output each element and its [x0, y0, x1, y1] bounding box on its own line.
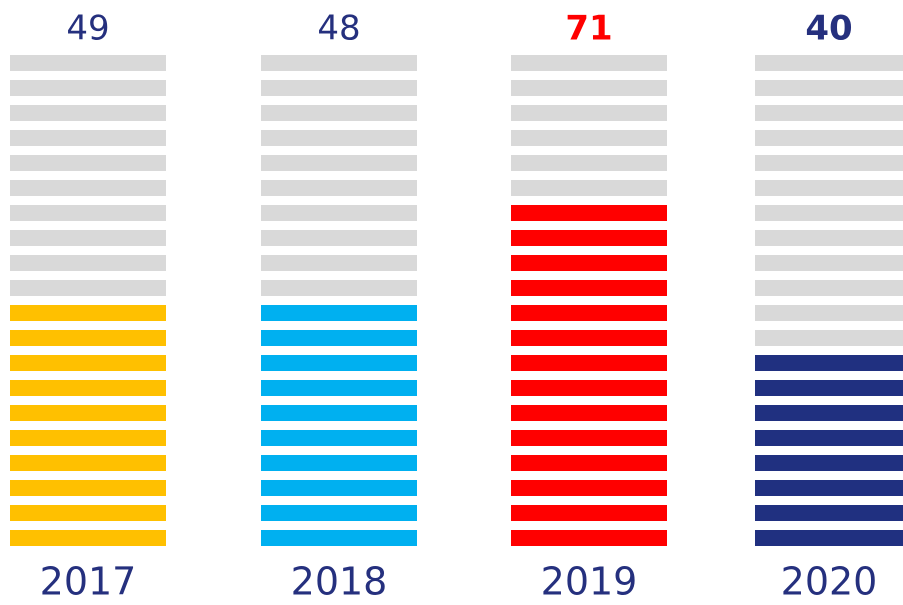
filled-slice: [261, 505, 417, 521]
empty-slice: [511, 80, 667, 96]
empty-slice: [511, 55, 667, 71]
empty-slice: [511, 130, 667, 146]
empty-slice: [10, 80, 166, 96]
empty-slice: [755, 130, 903, 146]
filled-slice: [511, 405, 667, 421]
empty-slice: [755, 55, 903, 71]
category-label: 2020: [781, 560, 878, 604]
value-label: 71: [565, 9, 612, 49]
empty-slice: [755, 205, 903, 221]
filled-slice: [10, 355, 166, 371]
empty-slice: [261, 55, 417, 71]
filled-slice: [755, 480, 903, 496]
filled-slice: [261, 430, 417, 446]
empty-slice: [755, 180, 903, 196]
filled-slice: [10, 380, 166, 396]
filled-slice: [511, 430, 667, 446]
filled-slice: [261, 330, 417, 346]
empty-slice: [261, 280, 417, 296]
filled-slice: [755, 380, 903, 396]
empty-slice: [511, 105, 667, 121]
filled-slice: [261, 305, 417, 321]
filled-slice: [755, 430, 903, 446]
empty-slice: [10, 55, 166, 71]
filled-slice: [261, 455, 417, 471]
filled-slice: [511, 480, 667, 496]
empty-slice: [261, 255, 417, 271]
empty-slice: [261, 230, 417, 246]
filled-slice: [10, 330, 166, 346]
value-label: 48: [317, 9, 360, 49]
filled-slice: [511, 355, 667, 371]
filled-slice: [261, 355, 417, 371]
empty-slice: [10, 180, 166, 196]
filled-slice: [261, 380, 417, 396]
filled-slice: [755, 355, 903, 371]
filled-slice: [10, 530, 166, 546]
empty-slice: [755, 280, 903, 296]
filled-slice: [10, 505, 166, 521]
filled-slice: [10, 405, 166, 421]
empty-slice: [10, 255, 166, 271]
filled-slice: [511, 330, 667, 346]
empty-slice: [261, 155, 417, 171]
category-label: 2019: [541, 560, 638, 604]
filled-slice: [755, 455, 903, 471]
empty-slice: [755, 80, 903, 96]
filled-slice: [10, 455, 166, 471]
value-label: 40: [805, 9, 852, 49]
empty-slice: [755, 305, 903, 321]
empty-slice: [755, 105, 903, 121]
filled-slice: [511, 255, 667, 271]
empty-slice: [10, 280, 166, 296]
empty-slice: [261, 205, 417, 221]
filled-slice: [511, 305, 667, 321]
empty-slice: [10, 230, 166, 246]
filled-slice: [511, 230, 667, 246]
filled-slice: [755, 405, 903, 421]
filled-slice: [511, 455, 667, 471]
filled-slice: [261, 530, 417, 546]
filled-slice: [511, 505, 667, 521]
value-label: 49: [66, 9, 109, 49]
empty-slice: [755, 230, 903, 246]
empty-slice: [261, 130, 417, 146]
category-label: 2018: [291, 560, 388, 604]
empty-slice: [10, 155, 166, 171]
filled-slice: [10, 480, 166, 496]
empty-slice: [261, 180, 417, 196]
filled-slice: [511, 280, 667, 296]
empty-slice: [261, 80, 417, 96]
empty-slice: [755, 255, 903, 271]
category-label: 2017: [40, 560, 137, 604]
empty-slice: [755, 330, 903, 346]
empty-slice: [10, 130, 166, 146]
filled-slice: [511, 530, 667, 546]
filled-slice: [261, 480, 417, 496]
filled-slice: [755, 505, 903, 521]
empty-slice: [261, 105, 417, 121]
empty-slice: [10, 205, 166, 221]
empty-slice: [755, 155, 903, 171]
filled-slice: [261, 405, 417, 421]
filled-slice: [10, 430, 166, 446]
filled-slice: [511, 205, 667, 221]
filled-slice: [10, 305, 166, 321]
empty-slice: [511, 180, 667, 196]
empty-slice: [511, 155, 667, 171]
filled-slice: [755, 530, 903, 546]
filled-slice: [511, 380, 667, 396]
empty-slice: [10, 105, 166, 121]
